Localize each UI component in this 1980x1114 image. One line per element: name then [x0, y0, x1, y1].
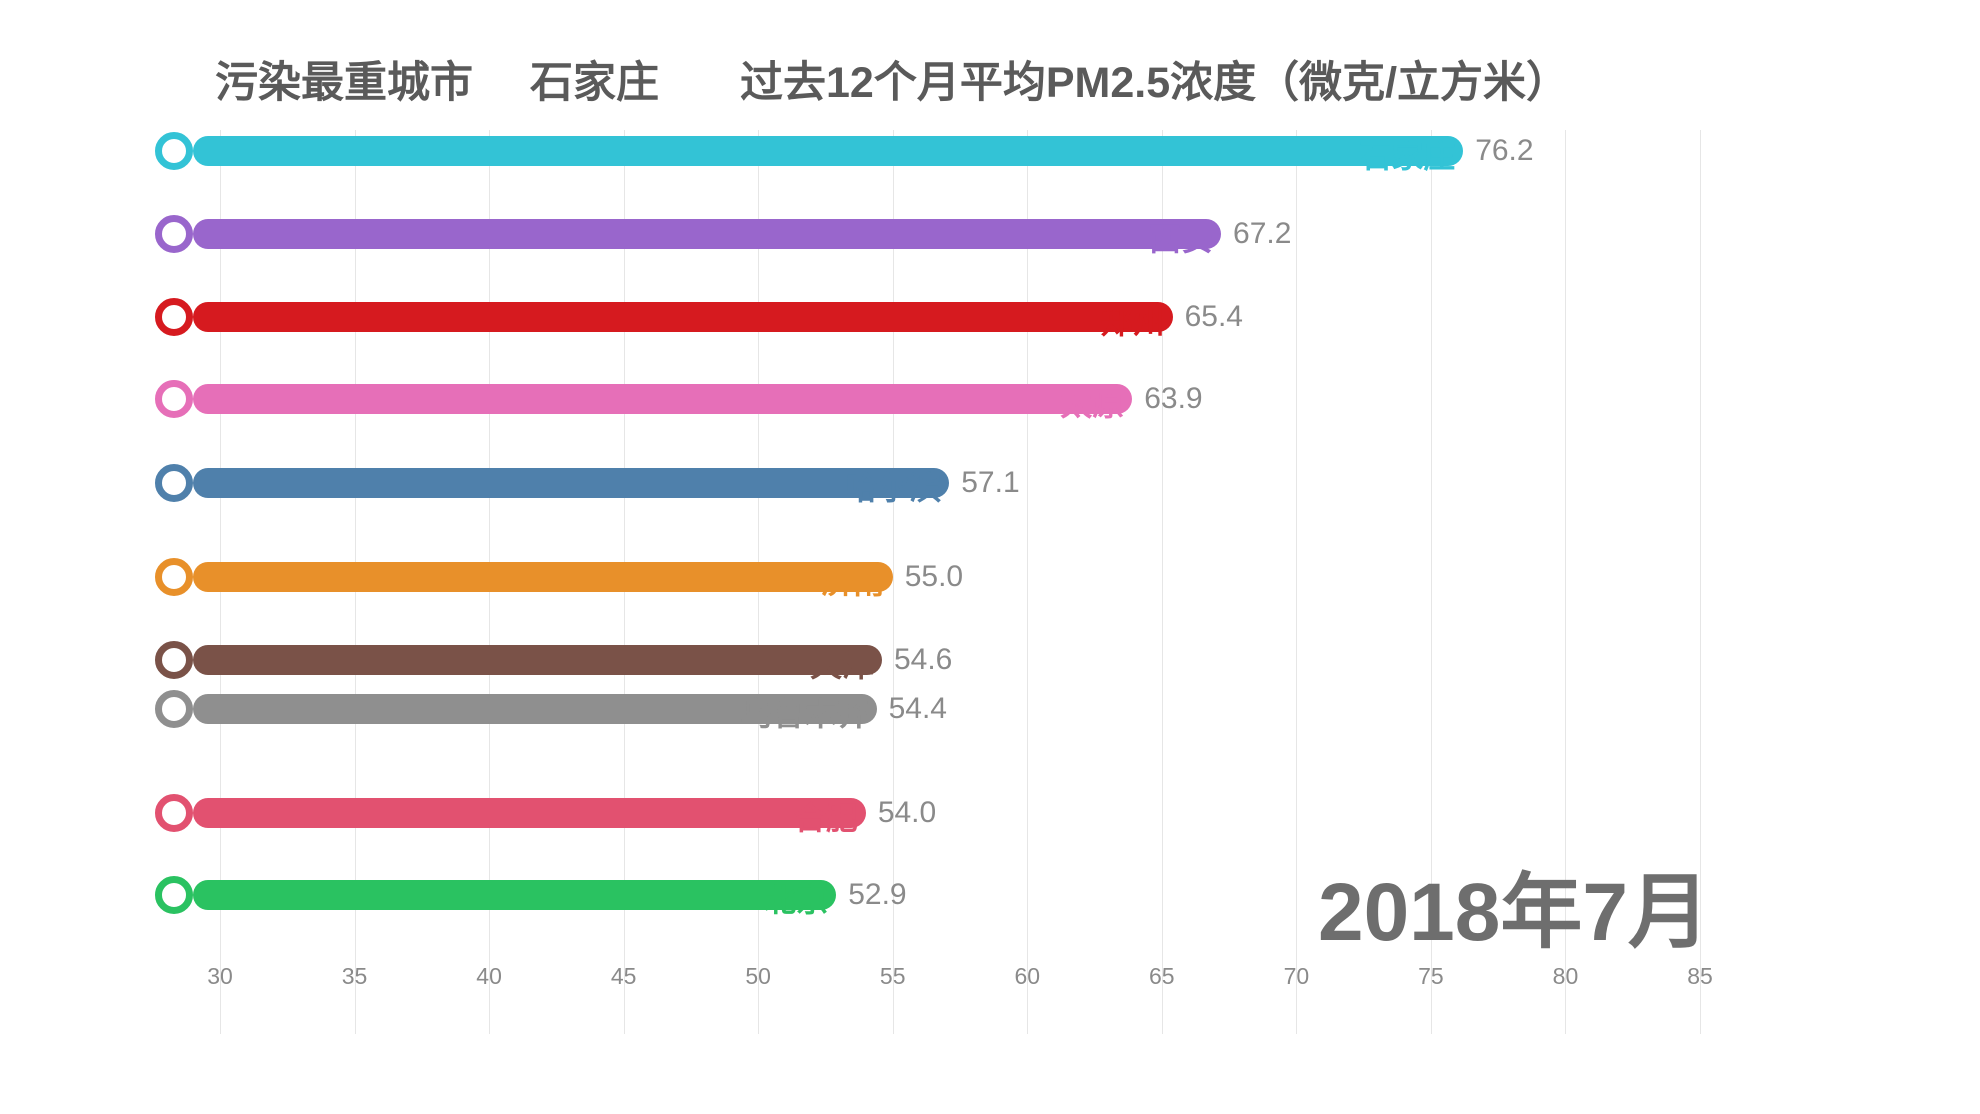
- bar-label: 哈尔滨: [845, 463, 941, 509]
- title-part-3: 过去12个月平均PM2.5浓度（微克/立方米）: [740, 48, 1569, 110]
- bar: [193, 302, 1172, 332]
- bar-origin-marker: [155, 558, 193, 596]
- bar-label: 石家庄: [1359, 131, 1455, 177]
- bar-label: 济南: [821, 557, 885, 603]
- bar-value: 65.4: [1185, 300, 1243, 334]
- bar-label: 北京: [764, 875, 828, 921]
- x-axis-tick-label: 70: [1284, 963, 1310, 990]
- bar-origin-marker: [155, 876, 193, 914]
- bar-origin-marker: [155, 690, 193, 728]
- bar-label: 天津: [810, 640, 874, 686]
- bar-label: 乌鲁木齐: [741, 689, 869, 735]
- bar-label: 太原: [1060, 379, 1124, 425]
- bar-origin-marker: [155, 464, 193, 502]
- bar: [193, 219, 1221, 249]
- bar-value: 57.1: [961, 466, 1019, 500]
- x-axis-tick-label: 85: [1687, 963, 1713, 990]
- bar-label: 郑州: [1101, 297, 1165, 343]
- bar-value: 54.0: [878, 796, 936, 830]
- chart-stage: 污染最重城市 石家庄 过去12个月平均PM2.5浓度（微克/立方米） 石家庄 76…: [0, 0, 1980, 1114]
- bar-value: 67.2: [1233, 217, 1291, 251]
- bar-origin-marker: [155, 298, 193, 336]
- gridline: [1027, 130, 1028, 1034]
- x-axis-tick-label: 30: [207, 963, 233, 990]
- x-axis-tick-label: 40: [476, 963, 502, 990]
- bar-value: 55.0: [905, 560, 963, 594]
- bar: [193, 880, 836, 910]
- gridline: [1162, 130, 1163, 1034]
- bar-label: 西安: [1149, 214, 1213, 260]
- x-axis-tick-label: 80: [1553, 963, 1579, 990]
- bar-origin-marker: [155, 215, 193, 253]
- x-axis-tick-label: 60: [1014, 963, 1040, 990]
- bar-origin-marker: [155, 794, 193, 832]
- bar-origin-marker: [155, 641, 193, 679]
- bar: [193, 798, 866, 828]
- x-axis-tick-label: 35: [342, 963, 368, 990]
- bar: [193, 384, 1132, 414]
- x-axis-tick-label: 65: [1149, 963, 1175, 990]
- x-axis-tick-label: 75: [1418, 963, 1444, 990]
- bar: [193, 562, 893, 592]
- bar-origin-marker: [155, 132, 193, 170]
- x-axis-tick-label: 45: [611, 963, 637, 990]
- bar-value: 52.9: [848, 878, 906, 912]
- bar: [193, 136, 1463, 166]
- bar-value: 76.2: [1475, 134, 1533, 168]
- date-label: 2018年7月: [1318, 845, 1710, 964]
- bar-value: 54.6: [894, 643, 952, 677]
- x-axis-tick-label: 55: [880, 963, 906, 990]
- bar-origin-marker: [155, 380, 193, 418]
- x-axis-tick-label: 50: [745, 963, 771, 990]
- title-part-2: 石家庄: [530, 48, 659, 110]
- bar-label: 合肥: [794, 793, 858, 839]
- bar: [193, 645, 882, 675]
- title-part-1: 污染最重城市: [215, 48, 473, 110]
- bar-value: 63.9: [1144, 382, 1202, 416]
- bar: [193, 468, 949, 498]
- gridline: [1296, 130, 1297, 1034]
- bar-value: 54.4: [889, 692, 947, 726]
